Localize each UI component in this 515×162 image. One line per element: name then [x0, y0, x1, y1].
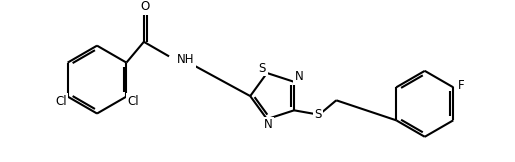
Text: NH: NH: [177, 53, 194, 66]
Text: S: S: [259, 62, 266, 75]
Text: F: F: [458, 79, 465, 92]
Text: Cl: Cl: [55, 95, 66, 108]
Text: N: N: [295, 70, 303, 83]
Text: S: S: [314, 108, 322, 121]
Text: Cl: Cl: [127, 95, 139, 108]
Text: O: O: [140, 0, 149, 13]
Text: N: N: [264, 118, 272, 131]
